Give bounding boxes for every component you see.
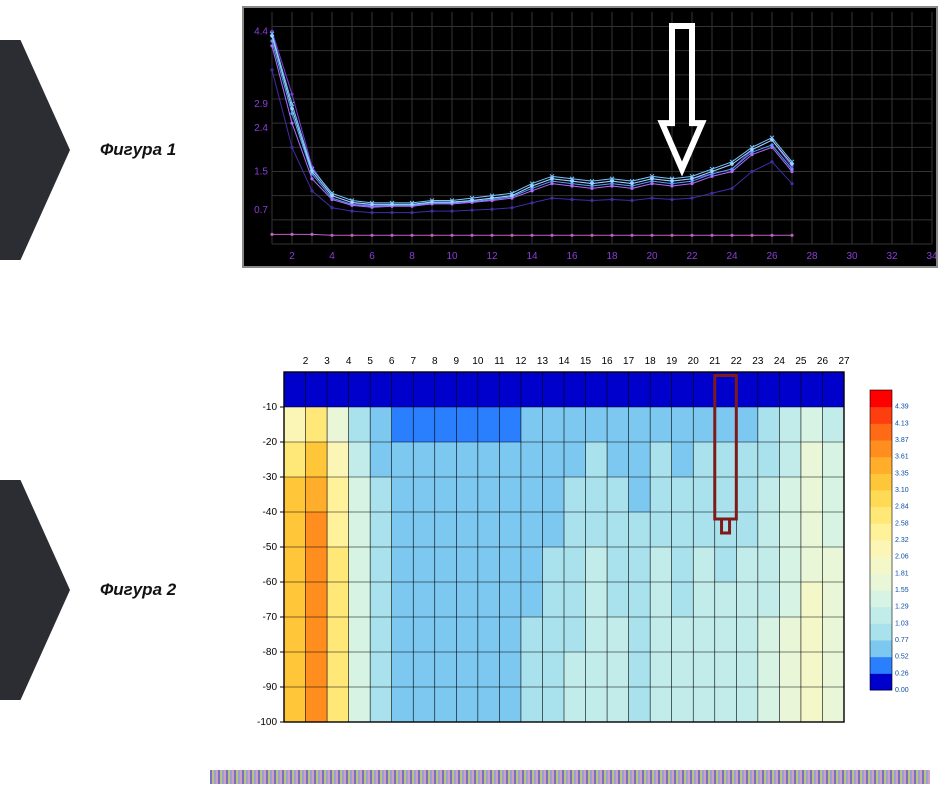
svg-text:22: 22: [731, 356, 743, 367]
svg-text:16: 16: [566, 251, 578, 262]
svg-text:4.13: 4.13: [895, 420, 909, 427]
svg-text:-70: -70: [263, 612, 278, 623]
chevron-top: [0, 40, 70, 260]
svg-text:4.39: 4.39: [895, 404, 909, 411]
svg-text:23: 23: [752, 356, 764, 367]
svg-text:20: 20: [646, 251, 658, 262]
svg-text:13: 13: [537, 356, 549, 367]
svg-text:22: 22: [686, 251, 698, 262]
svg-text:26: 26: [766, 251, 778, 262]
svg-text:2.4: 2.4: [254, 123, 268, 134]
svg-text:14: 14: [526, 251, 538, 262]
svg-text:1.55: 1.55: [895, 587, 909, 594]
svg-text:2.06: 2.06: [895, 554, 909, 561]
svg-text:4: 4: [346, 356, 352, 367]
chart-2: 2345678910111213141516171819202122232425…: [240, 340, 940, 740]
svg-text:0.77: 0.77: [895, 637, 909, 644]
chevron-bottom: [0, 480, 70, 700]
svg-text:-40: -40: [263, 507, 278, 518]
figure-2-label: Фигура 2: [100, 580, 176, 600]
svg-text:19: 19: [666, 356, 678, 367]
svg-text:1.81: 1.81: [895, 570, 909, 577]
svg-text:1.5: 1.5: [254, 167, 268, 178]
svg-text:25: 25: [795, 356, 807, 367]
svg-text:-80: -80: [263, 647, 278, 658]
svg-text:4: 4: [329, 251, 335, 262]
svg-text:28: 28: [806, 251, 818, 262]
svg-text:5: 5: [367, 356, 373, 367]
svg-text:2: 2: [303, 356, 309, 367]
svg-text:0.26: 0.26: [895, 670, 909, 677]
svg-text:3: 3: [324, 356, 330, 367]
svg-text:1.29: 1.29: [895, 604, 909, 611]
svg-text:10: 10: [472, 356, 484, 367]
svg-text:11: 11: [494, 356, 505, 367]
svg-text:3.61: 3.61: [895, 454, 909, 461]
figure-1-label: Фигура 1: [100, 140, 176, 160]
svg-text:6: 6: [389, 356, 395, 367]
svg-text:20: 20: [688, 356, 700, 367]
svg-text:0.52: 0.52: [895, 654, 909, 661]
svg-text:-100: -100: [257, 717, 277, 728]
svg-text:12: 12: [515, 356, 527, 367]
svg-text:-10: -10: [263, 402, 278, 413]
svg-text:18: 18: [645, 356, 657, 367]
svg-text:32: 32: [886, 251, 898, 262]
svg-text:2.9: 2.9: [254, 99, 268, 110]
svg-text:-90: -90: [263, 682, 278, 693]
svg-text:16: 16: [602, 356, 614, 367]
svg-text:7: 7: [410, 356, 416, 367]
svg-text:2.58: 2.58: [895, 520, 909, 527]
svg-text:10: 10: [446, 251, 458, 262]
svg-text:15: 15: [580, 356, 592, 367]
svg-text:-50: -50: [263, 542, 278, 553]
svg-text:2: 2: [289, 251, 295, 262]
svg-text:6: 6: [369, 251, 375, 262]
svg-text:4.4: 4.4: [254, 26, 268, 37]
svg-text:24: 24: [774, 356, 786, 367]
svg-text:17: 17: [623, 356, 635, 367]
svg-text:14: 14: [558, 356, 570, 367]
svg-text:34: 34: [926, 251, 936, 262]
svg-text:9: 9: [454, 356, 460, 367]
svg-text:26: 26: [817, 356, 829, 367]
chart-1: 2468101214161820222426283032340.71.52.42…: [244, 8, 936, 266]
svg-text:12: 12: [486, 251, 498, 262]
svg-text:8: 8: [432, 356, 438, 367]
svg-text:3.10: 3.10: [895, 487, 909, 494]
svg-text:0.00: 0.00: [895, 687, 909, 694]
page: Фигура 1 Фигура 2 2468101214161820222426…: [0, 0, 940, 788]
svg-text:1.03: 1.03: [895, 620, 909, 627]
svg-text:2.32: 2.32: [895, 537, 909, 544]
svg-text:30: 30: [846, 251, 858, 262]
svg-text:2.84: 2.84: [895, 504, 909, 511]
svg-text:-20: -20: [263, 437, 278, 448]
svg-text:-60: -60: [263, 577, 278, 588]
svg-text:-30: -30: [263, 472, 278, 483]
svg-text:8: 8: [409, 251, 415, 262]
svg-text:0.7: 0.7: [254, 205, 268, 216]
svg-text:18: 18: [606, 251, 618, 262]
svg-text:21: 21: [709, 356, 721, 367]
svg-text:3.87: 3.87: [895, 437, 909, 444]
footer-strip: [210, 770, 930, 784]
svg-text:27: 27: [838, 356, 850, 367]
chart-1-frame: 2468101214161820222426283032340.71.52.42…: [242, 6, 938, 268]
svg-text:24: 24: [726, 251, 738, 262]
svg-text:3.35: 3.35: [895, 470, 909, 477]
